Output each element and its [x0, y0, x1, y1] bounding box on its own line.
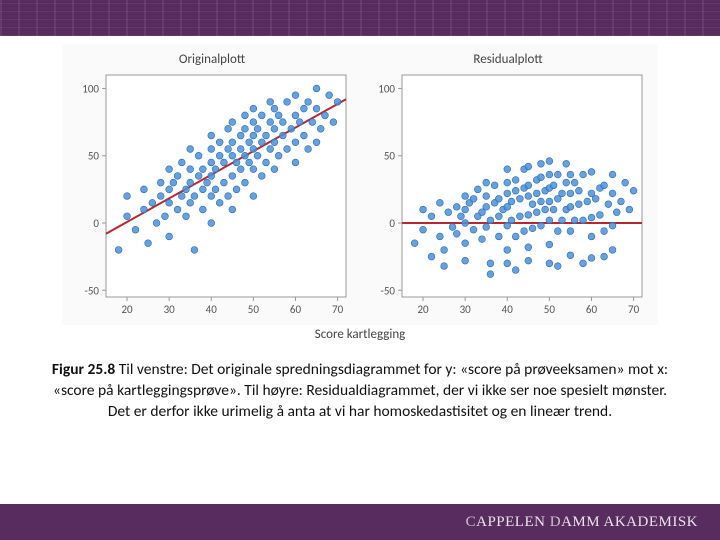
svg-text:60: 60	[586, 303, 598, 316]
svg-text:50: 50	[384, 150, 396, 163]
svg-text:-50: -50	[84, 284, 99, 297]
svg-text:40: 40	[206, 303, 218, 316]
left-panel-title: Originalplott	[179, 52, 245, 67]
caption-text: Til venstre: Det originale spredningsdia…	[53, 360, 668, 421]
svg-text:50: 50	[544, 303, 556, 316]
svg-text:60: 60	[290, 303, 302, 316]
chart-panels: Originalplott -50 0 50 100 20 30 40 50 60 70 Resi…	[62, 44, 658, 325]
svg-text:100: 100	[378, 82, 395, 95]
figure-caption: Figur 25.8 Til venstre: Det originale sp…	[0, 342, 720, 423]
svg-text:30: 30	[164, 303, 176, 316]
svg-text:20: 20	[417, 303, 429, 316]
svg-text:30: 30	[460, 303, 472, 316]
svg-text:20: 20	[121, 303, 133, 316]
svg-text:40: 40	[502, 303, 514, 316]
svg-text:0: 0	[389, 217, 395, 230]
svg-text:50: 50	[88, 150, 100, 163]
left-panel: Originalplott -50 0 50 100 20 30 40 50 60 70	[72, 52, 352, 319]
bottom-banner: CAPPELEN DAMM AKADEMISK	[0, 504, 720, 540]
svg-text:70: 70	[628, 303, 640, 316]
scatter-left: -50 0 50 100 20 30 40 50 60 70	[72, 69, 352, 319]
svg-text:70: 70	[332, 303, 344, 316]
svg-text:100: 100	[82, 82, 99, 95]
svg-text:50: 50	[248, 303, 260, 316]
top-banner	[0, 0, 720, 36]
x-axis-label: Score kartlegging	[0, 327, 720, 342]
right-panel-title: Residualplott	[473, 52, 542, 67]
caption-bold: Figur 25.8	[52, 360, 115, 379]
chart-area: Originalplott -50 0 50 100 20 30 40 50 60 70 Resi…	[0, 36, 720, 423]
scatter-right: -50 0 50 100 20 30 40 50 60 70	[368, 69, 648, 319]
svg-text:0: 0	[93, 217, 99, 230]
svg-text:-50: -50	[380, 284, 395, 297]
right-panel: Residualplott -50 0 50 100 20 30 40 50 60 70	[368, 52, 648, 319]
brand-text: CAPPELEN DAMM AKADEMISK	[466, 514, 698, 531]
